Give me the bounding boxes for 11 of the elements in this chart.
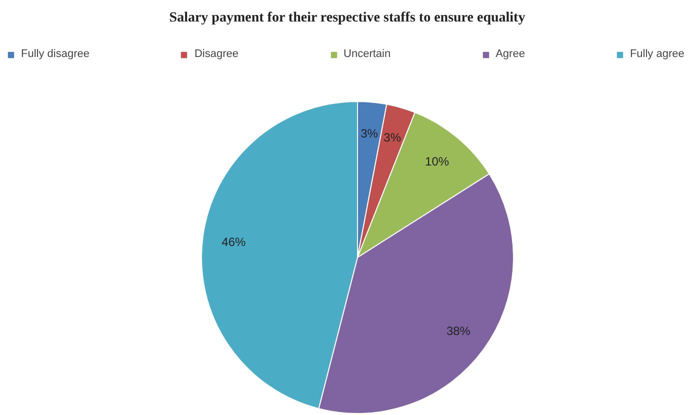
data-label: 3% (360, 126, 378, 140)
legend-label: Fully disagree (21, 48, 90, 60)
legend-label: Uncertain (344, 48, 391, 60)
data-label: 38% (446, 324, 471, 338)
data-label: 3% (384, 130, 402, 145)
legend-label: Disagree (194, 48, 239, 60)
data-label: 10% (425, 154, 450, 168)
legend-label: Fully agree (630, 48, 684, 60)
data-label: 46% (222, 234, 246, 249)
legend-label: Agree (496, 48, 525, 60)
chart-title: Salary payment for their respective staffs to ensure equality (169, 10, 526, 26)
